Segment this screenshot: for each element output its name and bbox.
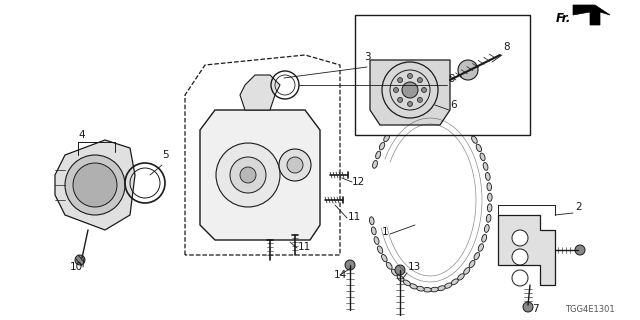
Text: 7: 7 bbox=[532, 304, 539, 314]
Ellipse shape bbox=[430, 287, 438, 292]
Polygon shape bbox=[240, 75, 280, 110]
Polygon shape bbox=[55, 140, 135, 230]
Polygon shape bbox=[573, 5, 610, 25]
Circle shape bbox=[397, 78, 403, 83]
Bar bbox=[355, 15, 530, 135]
Ellipse shape bbox=[400, 116, 407, 122]
Ellipse shape bbox=[458, 274, 464, 280]
Ellipse shape bbox=[474, 252, 479, 260]
Ellipse shape bbox=[434, 108, 442, 113]
Circle shape bbox=[216, 143, 280, 207]
Ellipse shape bbox=[476, 144, 481, 152]
Ellipse shape bbox=[427, 108, 435, 112]
Circle shape bbox=[512, 230, 528, 246]
Circle shape bbox=[75, 255, 85, 265]
Circle shape bbox=[408, 74, 413, 78]
Ellipse shape bbox=[410, 284, 417, 289]
Ellipse shape bbox=[484, 225, 489, 232]
Ellipse shape bbox=[380, 142, 385, 150]
Ellipse shape bbox=[392, 269, 398, 276]
Ellipse shape bbox=[486, 214, 491, 222]
Ellipse shape bbox=[487, 183, 492, 191]
Ellipse shape bbox=[480, 153, 485, 161]
Text: 9: 9 bbox=[448, 74, 454, 84]
Ellipse shape bbox=[486, 172, 490, 180]
Text: 5: 5 bbox=[162, 150, 168, 160]
Circle shape bbox=[575, 245, 585, 255]
Text: 8: 8 bbox=[503, 42, 509, 52]
Circle shape bbox=[230, 157, 266, 193]
Ellipse shape bbox=[461, 123, 467, 129]
Text: 1: 1 bbox=[382, 227, 388, 237]
Ellipse shape bbox=[448, 113, 455, 119]
Ellipse shape bbox=[406, 113, 413, 118]
Ellipse shape bbox=[483, 163, 488, 170]
Ellipse shape bbox=[386, 262, 392, 269]
Ellipse shape bbox=[488, 193, 492, 201]
Ellipse shape bbox=[417, 286, 424, 291]
Circle shape bbox=[512, 249, 528, 265]
Text: 2: 2 bbox=[575, 202, 582, 212]
Ellipse shape bbox=[478, 244, 483, 251]
Ellipse shape bbox=[451, 279, 458, 285]
Ellipse shape bbox=[403, 280, 410, 286]
Text: 10: 10 bbox=[70, 262, 83, 272]
Ellipse shape bbox=[463, 268, 470, 274]
Circle shape bbox=[394, 87, 399, 92]
Circle shape bbox=[395, 265, 405, 275]
Circle shape bbox=[65, 155, 125, 215]
Ellipse shape bbox=[397, 275, 404, 281]
Ellipse shape bbox=[413, 110, 420, 115]
Text: 3: 3 bbox=[364, 52, 371, 62]
Circle shape bbox=[422, 87, 426, 92]
Ellipse shape bbox=[444, 283, 452, 288]
Polygon shape bbox=[370, 60, 450, 125]
Ellipse shape bbox=[381, 254, 387, 262]
Ellipse shape bbox=[438, 286, 445, 291]
Text: 4: 4 bbox=[78, 130, 84, 140]
Ellipse shape bbox=[472, 136, 477, 143]
Polygon shape bbox=[498, 215, 555, 285]
Circle shape bbox=[240, 167, 256, 183]
Circle shape bbox=[408, 101, 413, 107]
Ellipse shape bbox=[372, 160, 378, 168]
Text: Fr.: Fr. bbox=[556, 12, 572, 25]
Ellipse shape bbox=[376, 151, 381, 159]
Polygon shape bbox=[200, 110, 320, 240]
Ellipse shape bbox=[371, 227, 376, 235]
Ellipse shape bbox=[423, 287, 431, 292]
Ellipse shape bbox=[420, 108, 428, 113]
Circle shape bbox=[397, 97, 403, 102]
Ellipse shape bbox=[378, 246, 383, 253]
Circle shape bbox=[512, 270, 528, 286]
Circle shape bbox=[73, 163, 117, 207]
Text: 14: 14 bbox=[334, 270, 348, 280]
Text: 12: 12 bbox=[352, 177, 365, 187]
Ellipse shape bbox=[394, 121, 401, 128]
Ellipse shape bbox=[454, 117, 461, 124]
Text: 11: 11 bbox=[298, 242, 311, 252]
Circle shape bbox=[458, 60, 478, 80]
Circle shape bbox=[417, 78, 422, 83]
Ellipse shape bbox=[384, 134, 390, 142]
Text: 11: 11 bbox=[348, 212, 361, 222]
Ellipse shape bbox=[441, 110, 449, 116]
Text: TGG4E1301: TGG4E1301 bbox=[565, 306, 615, 315]
Text: 6: 6 bbox=[450, 100, 456, 110]
Ellipse shape bbox=[388, 127, 395, 134]
Ellipse shape bbox=[482, 234, 486, 242]
Circle shape bbox=[279, 149, 311, 181]
Ellipse shape bbox=[374, 237, 379, 244]
Circle shape bbox=[417, 97, 422, 102]
Circle shape bbox=[402, 82, 418, 98]
Circle shape bbox=[287, 157, 303, 173]
Ellipse shape bbox=[488, 204, 492, 212]
Ellipse shape bbox=[469, 260, 475, 268]
Circle shape bbox=[523, 302, 533, 312]
Text: 13: 13 bbox=[408, 262, 421, 272]
Circle shape bbox=[345, 260, 355, 270]
Ellipse shape bbox=[467, 129, 472, 136]
Ellipse shape bbox=[369, 217, 374, 225]
